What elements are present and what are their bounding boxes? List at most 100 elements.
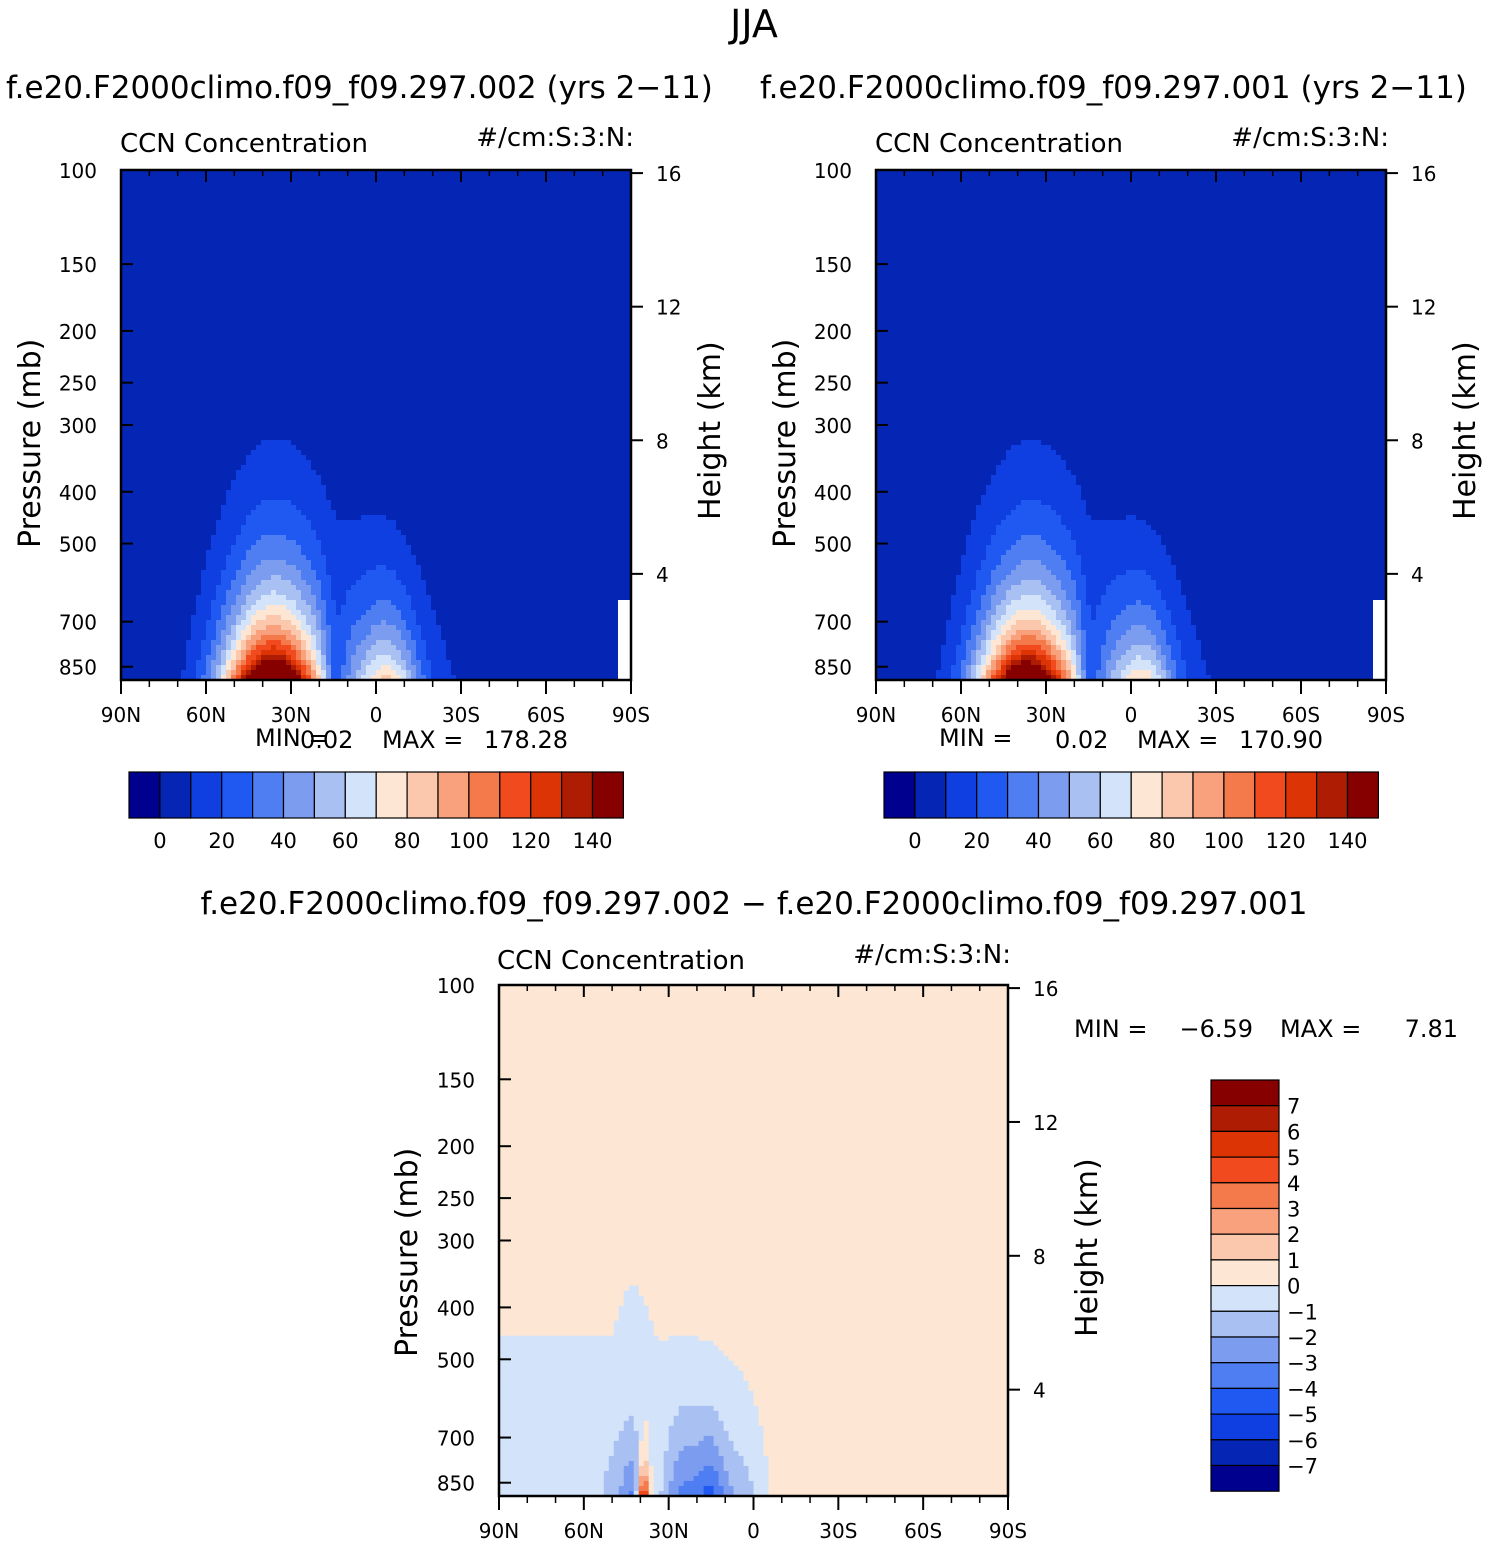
field-cell xyxy=(251,580,257,586)
field-cell xyxy=(241,300,247,306)
field-cell xyxy=(151,350,157,356)
field-cell xyxy=(181,350,187,356)
field-cell xyxy=(161,210,167,216)
field-cell xyxy=(161,665,167,671)
field-cell xyxy=(326,670,332,676)
field-cell xyxy=(221,480,227,486)
field-cell xyxy=(251,290,257,296)
field-cell xyxy=(221,645,227,651)
field-cell xyxy=(301,630,307,636)
field-cell xyxy=(286,390,292,396)
field-cell xyxy=(301,350,307,356)
field-cell xyxy=(181,360,187,366)
field-cell xyxy=(166,640,172,646)
field-cell xyxy=(161,245,167,251)
field-cell xyxy=(351,280,357,286)
field-cell xyxy=(331,385,337,391)
field-cell xyxy=(316,560,322,566)
field-cell xyxy=(281,385,287,391)
field-cell xyxy=(286,510,292,516)
field-cell xyxy=(256,600,262,606)
field-cell xyxy=(146,440,152,446)
field-cell xyxy=(141,530,147,536)
field-cell xyxy=(141,435,147,441)
field-cell xyxy=(146,675,152,680)
field-cell xyxy=(361,570,367,576)
field-cell xyxy=(326,245,332,251)
field-cell xyxy=(251,445,257,451)
field-cell xyxy=(286,245,292,251)
field-cell xyxy=(156,470,162,476)
field-cell xyxy=(336,355,342,361)
field-cell xyxy=(146,270,152,276)
field-cell xyxy=(191,630,197,636)
field-cell xyxy=(321,260,327,266)
field-cell xyxy=(256,380,262,386)
field-cell xyxy=(361,600,367,606)
field-cell xyxy=(146,650,152,656)
field-cell xyxy=(226,575,232,581)
field-cell xyxy=(146,185,152,191)
field-cell xyxy=(306,190,312,196)
field-cell xyxy=(186,450,192,456)
field-cell xyxy=(296,350,302,356)
field-cell xyxy=(251,450,257,456)
field-cell xyxy=(346,470,352,476)
field-cell xyxy=(271,375,277,381)
field-cell xyxy=(171,435,177,441)
field-cell xyxy=(201,310,207,316)
field-cell xyxy=(186,545,192,551)
field-cell xyxy=(296,320,302,326)
field-cell xyxy=(191,300,197,306)
field-cell xyxy=(231,375,237,381)
field-cell xyxy=(191,205,197,211)
field-cell xyxy=(246,300,252,306)
field-cell xyxy=(161,490,167,496)
field-cell xyxy=(316,320,322,326)
field-cell xyxy=(126,240,132,246)
field-cell xyxy=(261,660,267,666)
field-cell xyxy=(176,265,182,271)
field-cell xyxy=(326,200,332,206)
field-cell xyxy=(246,545,252,551)
field-cell xyxy=(141,290,147,296)
field-cell xyxy=(126,260,132,266)
field-cell xyxy=(296,215,302,221)
field-cell xyxy=(166,485,172,491)
field-cell xyxy=(206,310,212,316)
field-cell xyxy=(196,510,202,516)
field-cell xyxy=(141,650,147,656)
field-cell xyxy=(241,310,247,316)
field-cell xyxy=(351,635,357,641)
field-cell xyxy=(151,305,157,311)
field-cell xyxy=(296,245,302,251)
field-cell xyxy=(256,415,262,421)
field-cell xyxy=(311,225,317,231)
field-cell xyxy=(131,270,137,276)
field-cell xyxy=(316,615,322,621)
field-cell xyxy=(266,570,272,576)
field-cell xyxy=(246,260,252,266)
field-cell xyxy=(271,355,277,361)
field-cell xyxy=(241,415,247,421)
field-cell xyxy=(336,230,342,236)
field-cell xyxy=(341,545,347,551)
field-cell xyxy=(226,220,232,226)
field-cell xyxy=(276,270,282,276)
field-cell xyxy=(221,420,227,426)
field-cell xyxy=(231,255,237,261)
field-cell xyxy=(256,215,262,221)
field-cell xyxy=(196,180,202,186)
field-cell xyxy=(281,585,287,591)
field-cell xyxy=(141,320,147,326)
field-cell xyxy=(351,220,357,226)
field-cell xyxy=(286,525,292,531)
field-cell xyxy=(176,460,182,466)
field-cell xyxy=(216,300,222,306)
field-cell xyxy=(301,205,307,211)
field-cell xyxy=(126,455,132,461)
field-cell xyxy=(241,405,247,411)
field-cell xyxy=(141,275,147,281)
field-cell xyxy=(121,425,127,431)
field-cell xyxy=(206,660,212,666)
